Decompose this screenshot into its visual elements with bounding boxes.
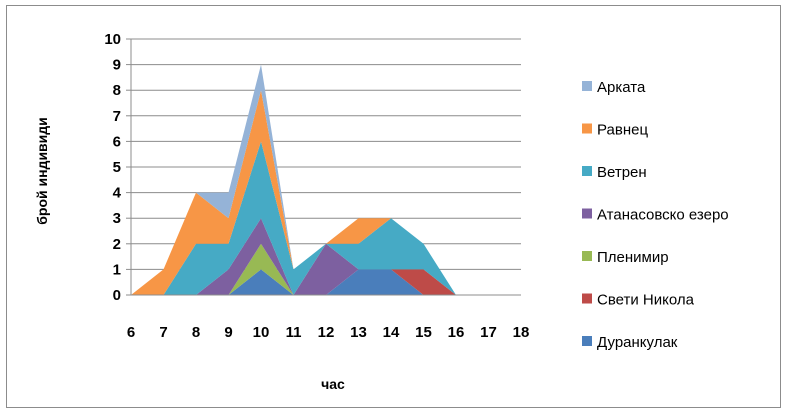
y-axis-title: брой индивиди [34,117,50,225]
x-tick-labels: 6 7 8 9 10 11 12 13 14 15 16 17 18 [127,324,530,341]
legend-swatch-1 [582,123,592,134]
y-tick-label-1: 1 [113,261,121,278]
y-tick-label-9: 9 [113,57,121,74]
x-tick-label-8: 14 [383,324,400,341]
x-axis-title: час [321,376,345,392]
x-tick-label-3: 9 [224,324,232,341]
y-tick-label-5: 5 [113,159,121,176]
y-tick-label-2: 2 [113,236,121,253]
x-tick-label-2: 8 [192,324,200,341]
legend-swatch-2 [582,166,592,176]
x-tick-label-10: 16 [448,324,465,341]
legend-swatch-4 [582,251,592,261]
area-series-4 [131,141,521,295]
area-series-5 [131,90,521,295]
legend-label-6: Дуранкулак [597,334,678,351]
y-tick-label-3: 3 [113,210,121,227]
x-tick-label-12: 18 [513,324,530,341]
legend-label-2: Ветрен [597,164,647,181]
legend-swatch-5 [582,293,592,304]
legend-item-2: Ветрен [582,164,647,181]
chart-frame: 0 1 2 3 4 5 6 7 8 9 10 6 7 8 9 10 11 12 13 14 15 16 17 18 час … [6,5,781,408]
legend-swatch-6 [582,336,592,346]
legend: Арката Равнец Ветрен Атанасовско езеро Плени… [582,79,729,351]
axes [126,38,521,296]
x-tick-label-11: 17 [480,324,497,341]
x-tick-label-4: 10 [253,324,270,341]
y-tick-label-7: 7 [113,108,121,125]
y-tick-label-4: 4 [113,185,122,202]
legend-swatch-3 [582,208,592,219]
y-tick-label-6: 6 [113,133,121,150]
legend-label-3: Атанасовско езеро [597,207,729,224]
legend-item-5: Свети Никола [582,292,695,309]
legend-item-6: Дуранкулак [582,334,678,351]
legend-item-1: Равнец [582,122,648,139]
y-tick-labels: 0 1 2 3 4 5 6 7 8 9 10 [104,31,121,304]
legend-item-0: Арката [582,79,646,96]
x-tick-label-5: 11 [286,324,302,341]
area-series-3 [131,218,521,295]
series-areas [131,64,521,295]
legend-label-1: Равнец [597,122,648,139]
x-tick-label-6: 12 [318,324,335,341]
y-tick-label-8: 8 [113,82,121,99]
legend-label-5: Свети Никола [597,292,695,309]
area-series-1 [131,269,521,295]
x-tick-label-9: 15 [415,324,432,341]
legend-label-0: Арката [597,79,646,96]
legend-label-4: Пленимир [597,249,669,266]
legend-item-3: Атанасовско езеро [582,207,729,224]
y-tick-label-0: 0 [113,287,121,304]
x-tick-label-1: 7 [159,324,167,341]
y-tick-label-10: 10 [104,31,121,48]
legend-item-4: Пленимир [582,249,669,266]
x-tick-label-0: 6 [127,324,135,341]
legend-swatch-0 [582,81,592,91]
x-tick-label-7: 13 [350,324,367,341]
